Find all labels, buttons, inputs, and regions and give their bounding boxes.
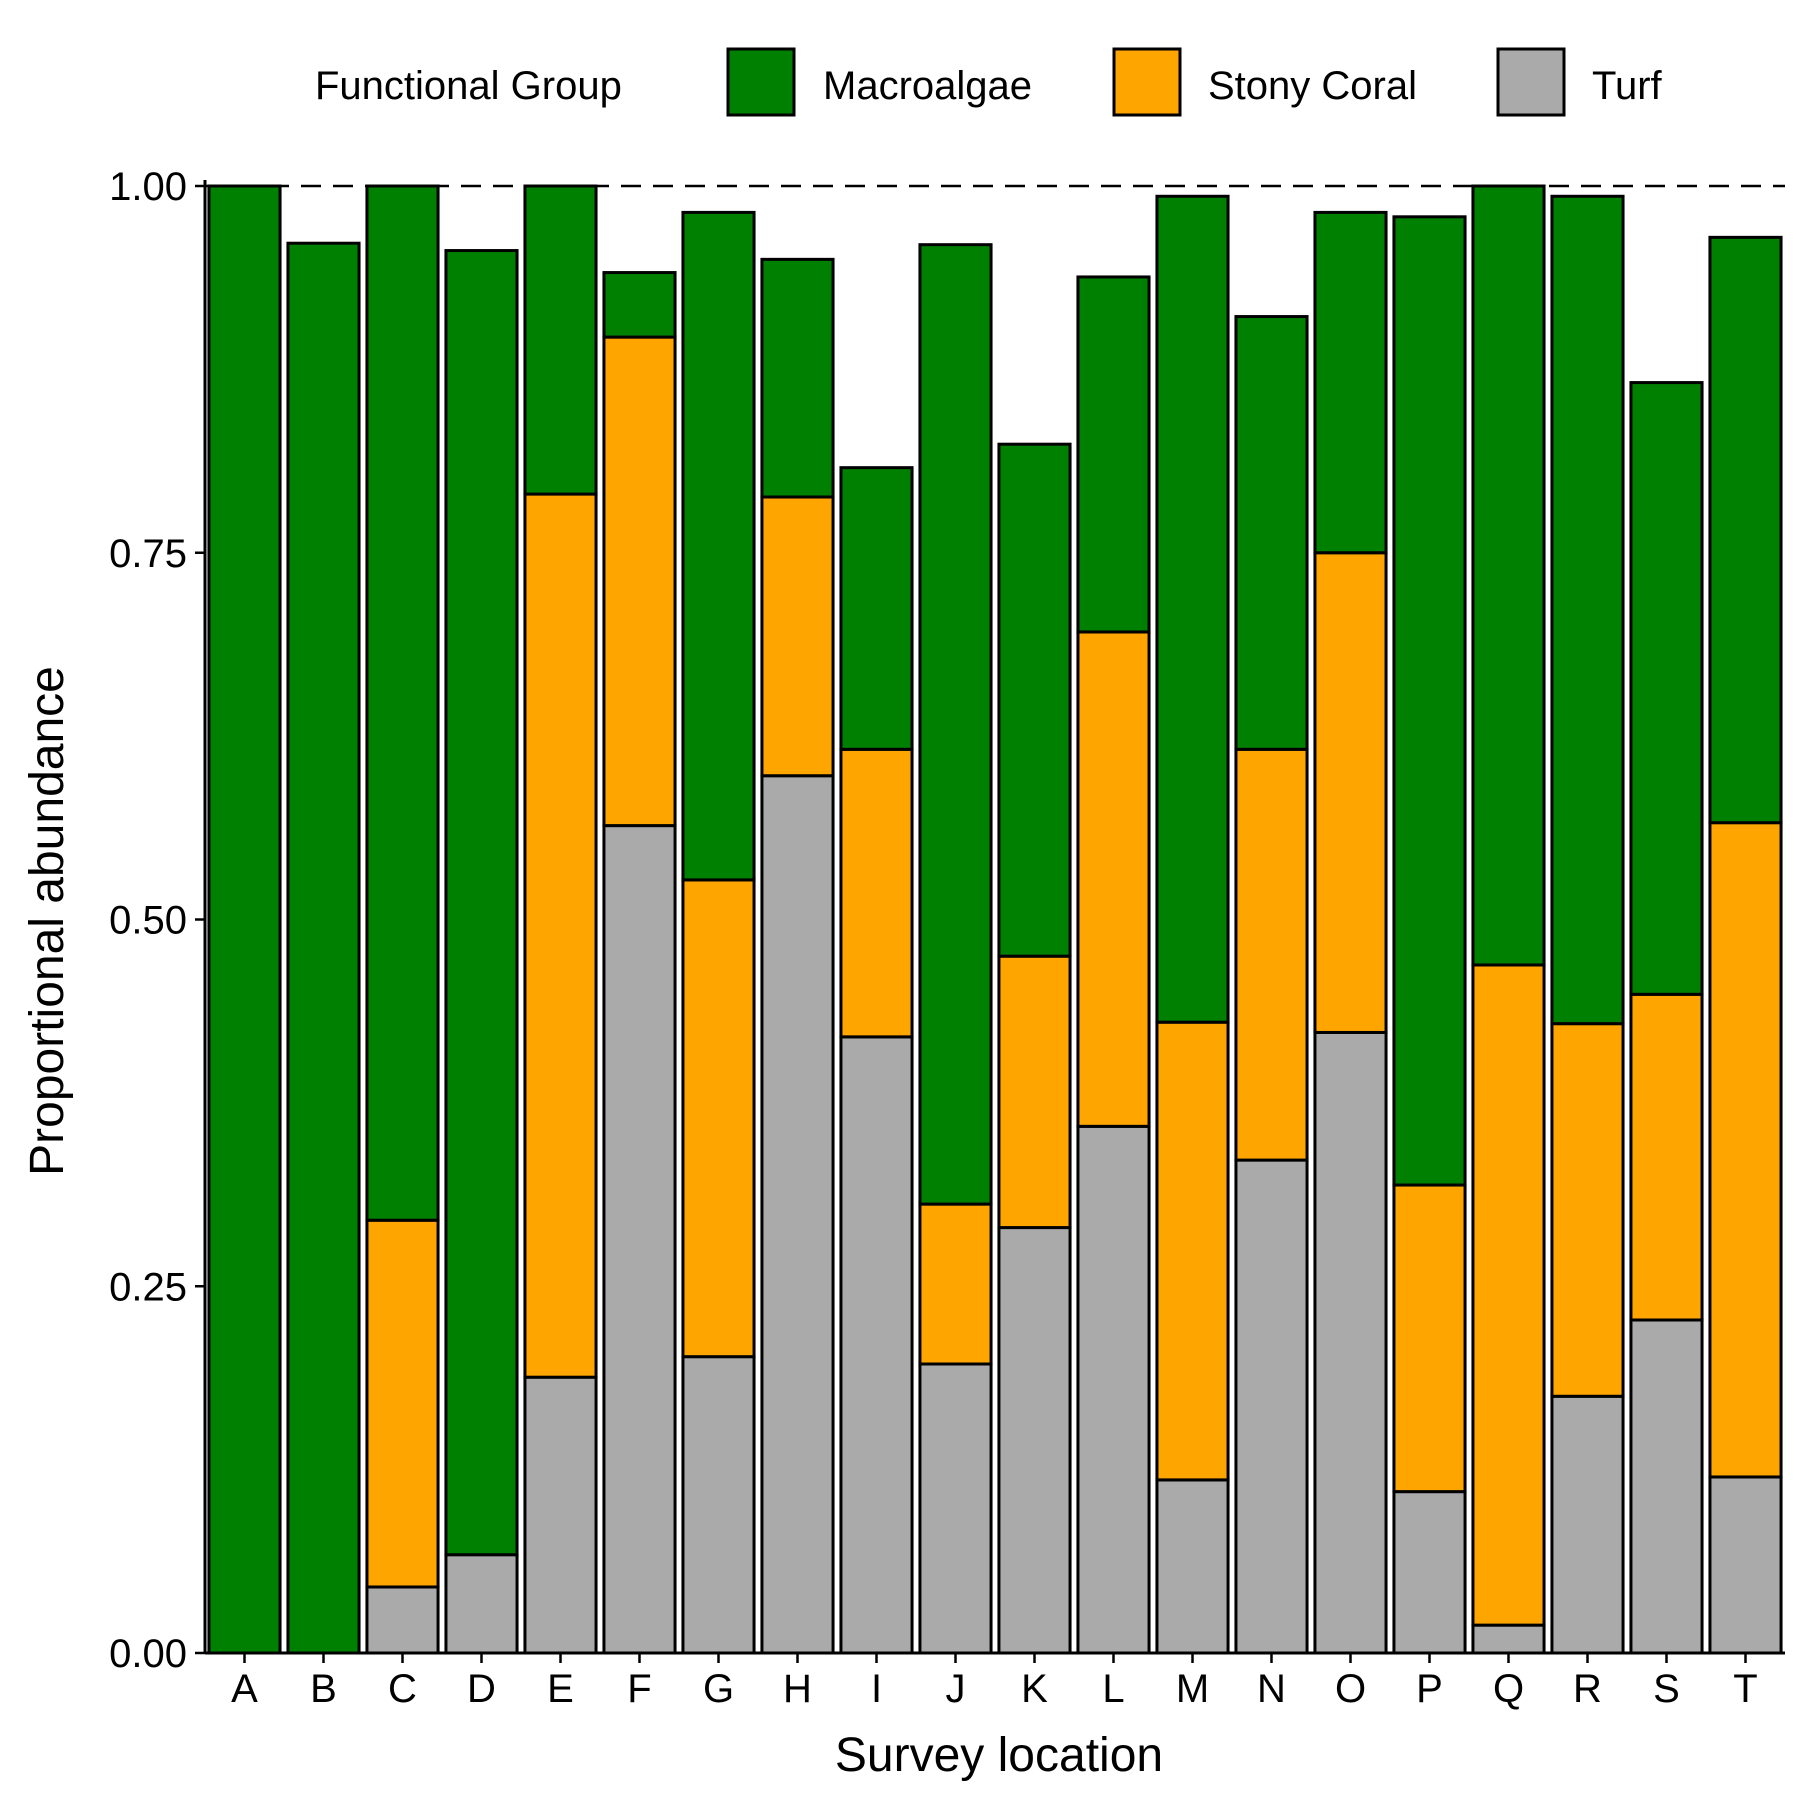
bar-P-macroalgae [1392, 215, 1467, 1187]
bar-K-turf [997, 1226, 1072, 1655]
y-tick-label: 1.00 [109, 165, 187, 209]
bar-Q-stony-coral [1471, 963, 1546, 1627]
bar-S-turf [1629, 1318, 1704, 1655]
bar-N-stony-coral [1234, 747, 1309, 1162]
bar-Q-turf [1471, 1623, 1546, 1655]
bar-P-stony-coral [1392, 1183, 1467, 1494]
bar-I-turf [839, 1035, 914, 1655]
legend: Functional Group Macroalgae Stony Coral Tu… [315, 47, 1663, 117]
bar-L-stony-coral [1076, 630, 1151, 1128]
x-tick-label: Q [1493, 1667, 1524, 1711]
bar-E-turf [523, 1375, 598, 1655]
bar-L-turf [1076, 1124, 1151, 1655]
legend-key-stony-coral [1112, 47, 1182, 117]
bar-M-stony-coral [1155, 1020, 1230, 1482]
bar-F-stony-coral [602, 335, 677, 828]
x-tick-label: A [231, 1667, 258, 1711]
bar-J-stony-coral [918, 1202, 993, 1366]
x-tick-label: M [1176, 1667, 1209, 1711]
bar-N-macroalgae [1234, 315, 1309, 751]
bar-F-turf [602, 824, 677, 1655]
bar-E-stony-coral [523, 492, 598, 1379]
x-tick-label: K [1021, 1667, 1048, 1711]
bar-G-stony-coral [681, 878, 756, 1359]
x-tick-label: B [310, 1667, 337, 1711]
bars [207, 184, 1783, 1655]
bar-I-macroalgae [839, 466, 914, 751]
x-tick-label: D [467, 1667, 496, 1711]
bar-G-macroalgae [681, 210, 756, 882]
x-tick-label: S [1653, 1667, 1680, 1711]
legend-title: Functional Group [315, 64, 622, 108]
x-tick-label: P [1416, 1667, 1443, 1711]
bar-F-macroalgae [602, 271, 677, 339]
x-tick-label: G [703, 1667, 734, 1711]
bar-M-macroalgae [1155, 194, 1230, 1024]
bar-N-turf [1234, 1158, 1309, 1655]
bar-R-macroalgae [1550, 194, 1625, 1026]
y-axis-title: Proportional abundance [21, 666, 74, 1176]
y-tick-label: 0.00 [109, 1632, 187, 1676]
x-tick-label: F [627, 1667, 651, 1711]
x-tick-label: J [946, 1667, 966, 1711]
bar-S-macroalgae [1629, 381, 1704, 996]
x-axis-title: Survey location [835, 1729, 1163, 1782]
x-tick-label: I [871, 1667, 882, 1711]
x-tick-label: L [1102, 1667, 1124, 1711]
bar-J-turf [918, 1362, 993, 1655]
bar-M-turf [1155, 1478, 1230, 1655]
bar-L-macroalgae [1076, 275, 1151, 634]
x-tick-label: H [783, 1667, 812, 1711]
legend-key-turf [1496, 47, 1566, 117]
bar-H-turf [760, 774, 835, 1655]
bar-K-macroalgae [997, 442, 1072, 958]
x-tick-label: R [1573, 1667, 1602, 1711]
bar-O-macroalgae [1313, 210, 1388, 555]
x-tick-label: C [388, 1667, 417, 1711]
bar-C-turf [365, 1585, 440, 1655]
bar-J-macroalgae [918, 243, 993, 1206]
bar-C-macroalgae [365, 184, 440, 1222]
bar-T-stony-coral [1708, 821, 1783, 1479]
x-tick-label: N [1257, 1667, 1286, 1711]
bar-B-macroalgae [286, 241, 361, 1655]
y-tick-label: 0.50 [109, 899, 187, 943]
bar-D-turf [444, 1553, 519, 1655]
axes: A B C D E F G H I J K L M N O P Q R S T 0.00 0.25 0.50 0.75 1.00 [109, 165, 1785, 1711]
legend-label: Macroalgae [823, 64, 1032, 108]
bar-O-turf [1313, 1030, 1388, 1655]
legend-key-macroalgae [726, 47, 796, 117]
x-tick-label: T [1733, 1667, 1757, 1711]
bar-H-stony-coral [760, 495, 835, 778]
bar-I-stony-coral [839, 747, 914, 1039]
bar-T-turf [1708, 1475, 1783, 1655]
bar-H-macroalgae [760, 257, 835, 499]
bar-S-stony-coral [1629, 992, 1704, 1322]
bar-P-turf [1392, 1490, 1467, 1655]
bar-A-macroalgae [207, 184, 282, 1655]
y-tick-label: 0.75 [109, 532, 187, 576]
legend-label: Turf [1592, 64, 1663, 108]
bar-D-macroalgae [444, 249, 519, 1557]
x-tick-label: O [1335, 1667, 1366, 1711]
bar-T-macroalgae [1708, 235, 1783, 825]
bar-G-turf [681, 1355, 756, 1655]
bar-R-turf [1550, 1394, 1625, 1655]
y-tick-label: 0.25 [109, 1265, 187, 1309]
bar-E-macroalgae [523, 184, 598, 496]
legend-label: Stony Coral [1208, 64, 1417, 108]
bar-R-stony-coral [1550, 1022, 1625, 1398]
bar-C-stony-coral [365, 1218, 440, 1589]
x-tick-label: E [547, 1667, 574, 1711]
bar-Q-macroalgae [1471, 184, 1546, 967]
bar-O-stony-coral [1313, 551, 1388, 1034]
bar-K-stony-coral [997, 954, 1072, 1230]
